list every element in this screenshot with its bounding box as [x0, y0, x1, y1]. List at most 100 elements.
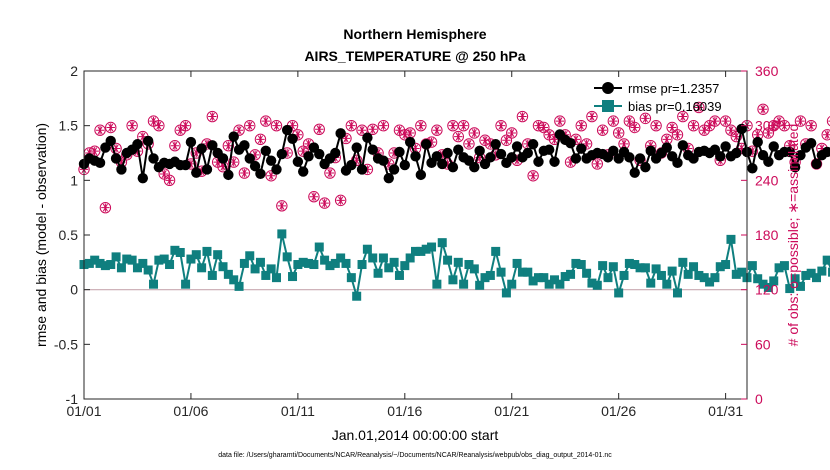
- bias-point: [705, 277, 715, 287]
- rmse-point: [351, 142, 362, 153]
- bias-point: [213, 250, 223, 260]
- bias-point: [715, 262, 725, 272]
- assimilated-obs-point: [240, 168, 249, 178]
- assimilated-obs-point: [304, 139, 313, 149]
- bias-point: [635, 263, 645, 273]
- rmse-point: [378, 155, 389, 166]
- rmse-point: [356, 164, 368, 175]
- bias-point: [106, 260, 116, 270]
- assimilated-obs-point: [502, 136, 511, 145]
- assimilated-obs-point: [336, 196, 345, 205]
- bias-point: [806, 268, 816, 278]
- possible-obs-point: [677, 110, 689, 123]
- bias-point: [651, 264, 661, 274]
- bias-point: [159, 254, 169, 264]
- bias-point: [336, 253, 346, 263]
- y2-tick-label: 300: [755, 118, 779, 134]
- x-tick-label: 01/01: [66, 403, 101, 419]
- possible-obs-point: [244, 119, 256, 132]
- rmse-point: [474, 145, 485, 157]
- assimilated-obs-point: [170, 141, 180, 150]
- bias-point: [459, 279, 469, 289]
- bias-point: [822, 255, 830, 265]
- bias-point: [485, 270, 495, 280]
- bias-point: [202, 246, 212, 256]
- rmse-point: [148, 153, 159, 164]
- bias-point: [587, 278, 597, 288]
- bias-point: [598, 261, 608, 271]
- assimilated-obs-point: [454, 132, 463, 141]
- rmse-point: [495, 148, 507, 160]
- assimilated-obs-point: [347, 121, 356, 130]
- bias-point: [266, 264, 276, 274]
- bias-point: [731, 269, 741, 279]
- bias-point: [100, 261, 110, 271]
- bias-point: [544, 279, 554, 289]
- rmse-point: [132, 139, 143, 150]
- bias-point: [646, 278, 656, 288]
- rmse-point: [420, 139, 432, 150]
- rmse-point: [287, 133, 298, 144]
- assimilated-obs-point: [662, 135, 671, 144]
- bias-point: [437, 238, 447, 248]
- rmse-point: [281, 124, 293, 136]
- assimilated-obs-point: [138, 132, 148, 141]
- assimilated-obs-point: [176, 126, 185, 135]
- bias-point: [555, 279, 565, 289]
- bias-point: [491, 246, 501, 256]
- possible-obs-point: [527, 170, 539, 182]
- assimilated-obs-point: [796, 116, 805, 126]
- bias-point: [619, 270, 629, 280]
- assimilated-obs-point: [411, 144, 420, 153]
- possible-obs-point: [169, 140, 181, 152]
- possible-obs-point: [666, 121, 678, 134]
- bias-point: [496, 267, 506, 277]
- bias-point: [255, 257, 265, 267]
- y2-tick-label: 240: [755, 172, 779, 188]
- assimilated-obs-point: [539, 123, 549, 132]
- rmse-point: [645, 145, 656, 157]
- bias-point: [464, 260, 474, 270]
- bias-point: [710, 273, 720, 283]
- assimilated-obs-point: [726, 126, 736, 135]
- chart-title-line1: Northern Hemisphere: [343, 26, 486, 42]
- assimilated-obs-point: [245, 121, 254, 130]
- assimilated-obs-point: [550, 135, 559, 144]
- possible-obs-point: [452, 130, 464, 143]
- possible-obs-point: [693, 101, 705, 114]
- bias-point: [480, 273, 490, 283]
- bias-point: [603, 273, 613, 283]
- rmse-point: [747, 163, 758, 174]
- assimilated-obs-point: [85, 148, 94, 158]
- assimilated-obs-point: [208, 112, 217, 121]
- bias-point: [774, 263, 784, 273]
- bias-point: [405, 253, 415, 263]
- rmse-point: [784, 146, 795, 158]
- rmse-point: [303, 151, 314, 162]
- assimilated-obs-point: [443, 159, 452, 169]
- assimilated-obs-point: [363, 165, 372, 174]
- bias-point: [528, 276, 538, 286]
- x-axis-label: Jan.01,2014 00:00:00 start: [332, 427, 499, 443]
- rmse-point: [437, 158, 448, 170]
- possible-obs-point: [805, 119, 817, 132]
- bias-point: [122, 254, 132, 264]
- assimilated-obs-point: [737, 144, 746, 153]
- assimilated-obs-point: [432, 126, 442, 135]
- assimilated-obs-point: [224, 141, 233, 150]
- rmse-point: [506, 152, 517, 163]
- possible-obs-point: [762, 127, 775, 139]
- rmse-point: [485, 152, 496, 163]
- bias-point: [330, 258, 340, 268]
- assimilated-obs-point: [555, 116, 565, 126]
- bias-point: [432, 279, 442, 289]
- assimilated-obs-point: [186, 159, 196, 169]
- bias-series-layer: [79, 229, 830, 301]
- bias-point: [271, 273, 281, 283]
- bias-point: [683, 269, 693, 279]
- bias-point: [624, 258, 634, 268]
- possible-obs-point: [345, 119, 358, 132]
- assimilated-obs-point: [389, 148, 399, 158]
- rmse-point: [110, 153, 122, 164]
- bias-point: [667, 266, 677, 276]
